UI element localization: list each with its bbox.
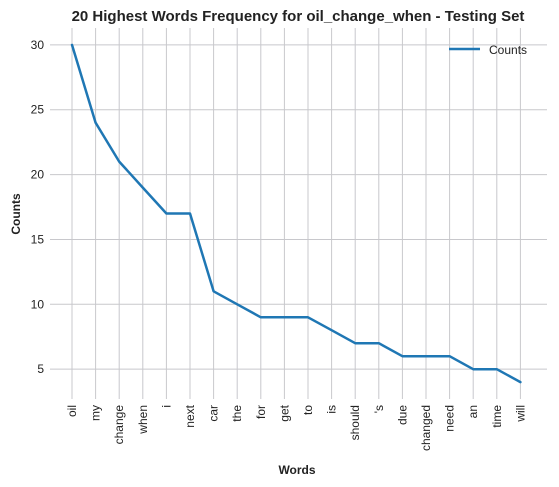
y-tick-label: 30 [31, 38, 45, 52]
series-line-layer [70, 43, 522, 384]
series-line-counts [70, 43, 522, 384]
x-tick-label: car [207, 405, 221, 422]
x-tick-label: will [513, 405, 527, 423]
x-tick-labels: oil my change when i next car the for get to is shou… [65, 404, 527, 451]
x-tick-label: change [112, 405, 126, 445]
x-tick-label: should [348, 405, 362, 440]
grid-lines [50, 28, 547, 399]
x-tick-label: need [443, 405, 457, 432]
x-tick-label: the [230, 405, 244, 422]
y-tick-label: 20 [31, 168, 45, 182]
y-axis-label: Counts [9, 193, 23, 235]
y-tick-label: 10 [31, 297, 45, 311]
y-tick-label: 5 [37, 362, 44, 376]
x-tick-label: my [89, 405, 103, 421]
x-tick-label: an [466, 405, 480, 418]
y-tick-labels: 5 10 15 20 25 30 [31, 38, 45, 376]
x-axis-label: Words [278, 463, 315, 477]
y-tick-label: 25 [31, 103, 45, 117]
x-tick-label: get [277, 404, 291, 421]
legend-entry-counts: Counts [489, 43, 527, 57]
plot-background [50, 28, 547, 399]
x-tick-label: to [301, 405, 315, 415]
x-tick-label: when [136, 405, 150, 435]
x-tick-label: changed [419, 405, 433, 451]
chart-title: 20 Highest Words Frequency for oil_chang… [72, 8, 525, 25]
x-tick-label: i [159, 405, 173, 408]
x-tick-label: for [254, 405, 268, 419]
x-tick-label: time [490, 405, 504, 428]
y-tick-label: 15 [31, 232, 45, 246]
x-tick-label: 's [372, 405, 386, 413]
legend: Counts [449, 43, 527, 57]
x-tick-label: next [183, 404, 197, 427]
x-tick-label: due [395, 405, 409, 425]
x-tick-label: oil [65, 405, 79, 417]
x-tick-label: is [325, 405, 339, 414]
